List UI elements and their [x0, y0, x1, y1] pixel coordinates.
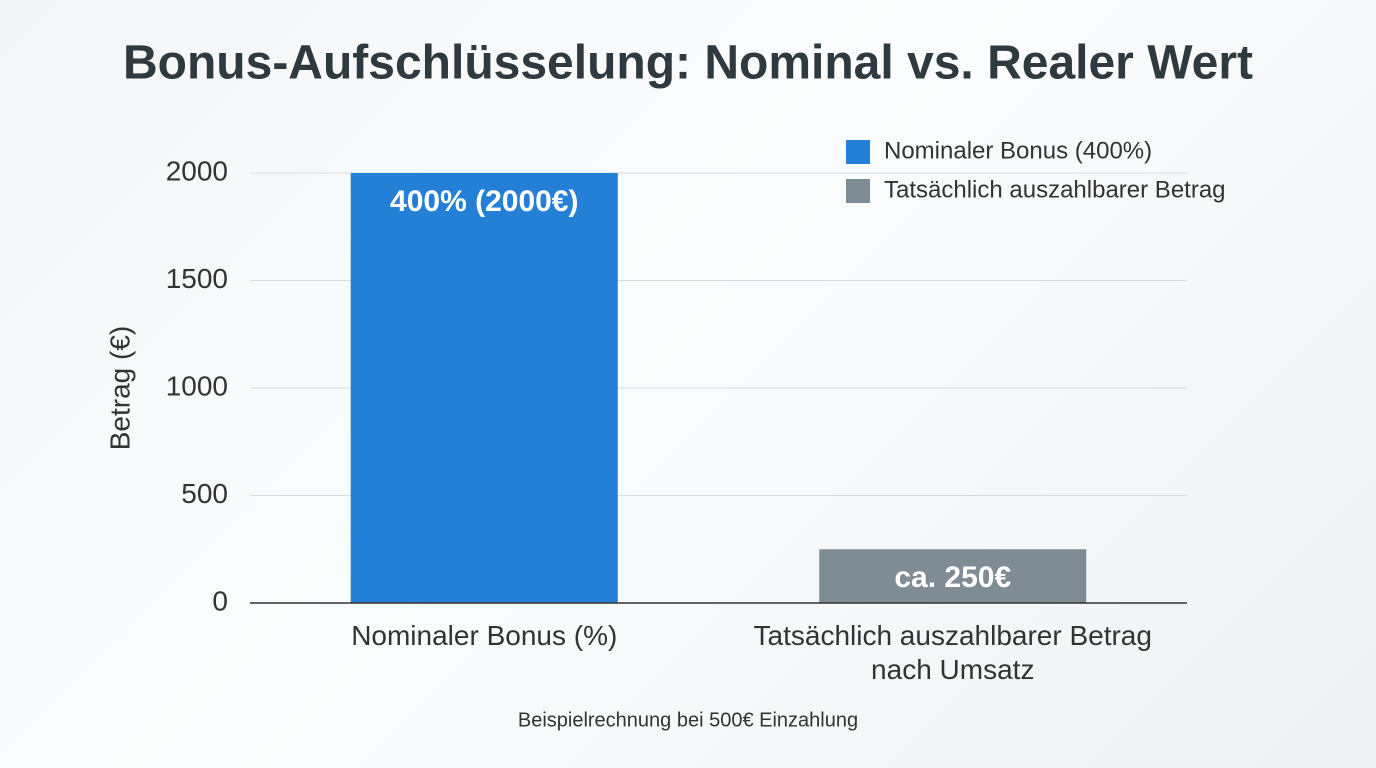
bar [350, 173, 618, 603]
value-label: ca. 250€ [894, 561, 1011, 594]
value-label: 400% (2000€) [390, 185, 578, 218]
legend-label: Nominaler Bonus (400%) [884, 137, 1152, 164]
bar [819, 549, 1087, 603]
y-tick-label: 1000 [166, 370, 228, 401]
chart-title: Bonus-Aufschlüsselung: Nominal vs. Reale… [123, 37, 1253, 90]
x-tick-label: Nominaler Bonus (%) [351, 620, 618, 651]
y-tick-label: 500 [181, 478, 228, 509]
legend-swatch [846, 179, 870, 203]
footnote: Beispielrechnung bei 500€ Einzahlung [518, 709, 858, 731]
x-tick-label: Tatsächlich auszahlbarer Betrag nach Ums… [753, 620, 1152, 685]
y-tick-label: 1500 [166, 263, 228, 294]
y-tick-label: 0 [212, 585, 228, 616]
y-tick-label: 2000 [166, 155, 228, 186]
legend-label: Tatsächlich auszahlbarer Betrag [884, 176, 1226, 203]
legend-swatch [846, 140, 870, 164]
y-axis-label: Betrag (€) [104, 326, 135, 451]
